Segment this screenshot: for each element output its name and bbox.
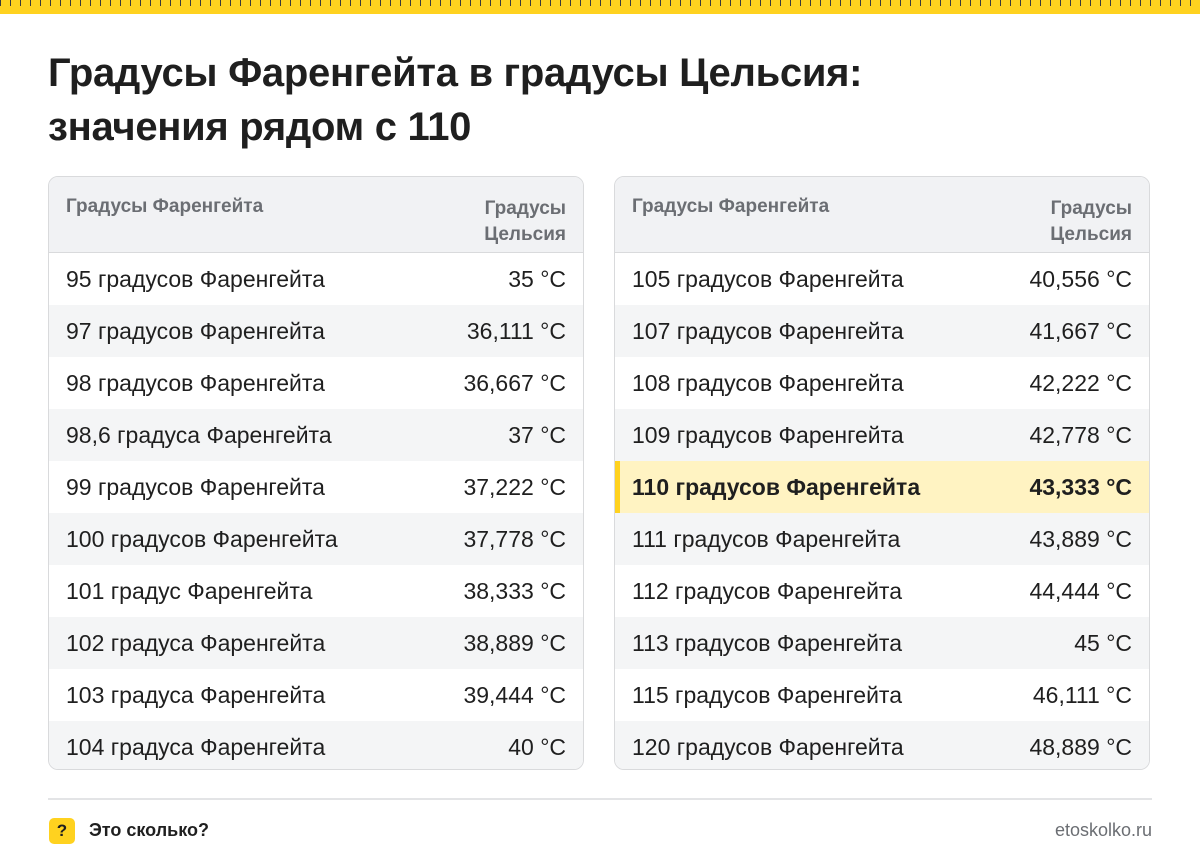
- left-table: Градусы Фаренгейта Градусы Цельсия 95 гр…: [48, 176, 584, 770]
- table-row: 108 градусов Фаренгейта 42,222 °C: [615, 357, 1149, 409]
- table-row: 105 градусов Фаренгейта 40,556 °C: [615, 253, 1149, 305]
- celsius-cell: 36,111 °C: [466, 318, 566, 344]
- table-row: 109 градусов Фаренгейта 42,778 °C: [615, 409, 1149, 461]
- table-row: 98 градусов Фаренгейта 36,667 °C: [49, 357, 583, 409]
- table-row: 99 градусов Фаренгейта 37,222 °C: [49, 461, 583, 513]
- table-row: 98,6 градуса Фаренгейта 37 °C: [49, 409, 583, 461]
- fahrenheit-cell: 98 градусов Фаренгейта: [66, 370, 325, 396]
- table-row: 113 градусов Фаренгейта 45 °C: [615, 617, 1149, 669]
- celsius-cell: 48,889 °C: [1029, 734, 1132, 760]
- header-celsius: Градусы Цельсия: [484, 198, 566, 245]
- page-title-line1: Градусы Фаренгейта в градусы Цельсия:: [48, 51, 863, 95]
- table-row: 115 градусов Фаренгейта 46,111 °C: [615, 669, 1149, 721]
- table-header: Градусы Фаренгейта Градусы Цельсия: [49, 177, 583, 253]
- fahrenheit-cell: 104 градуса Фаренгейта: [66, 734, 326, 760]
- fahrenheit-cell: 97 градусов Фаренгейта: [66, 318, 325, 344]
- fahrenheit-cell: 113 градусов Фаренгейта: [632, 630, 903, 656]
- celsius-cell: 43,333 °C: [1029, 474, 1132, 500]
- table-body: 95 градусов Фаренгейта 35 °C 97 градусов Ф…: [49, 253, 583, 769]
- fahrenheit-cell: 107 градусов Фаренгейта: [632, 318, 904, 344]
- brand-name: Это сколько?: [89, 820, 209, 840]
- question-badge-icon: ?: [49, 818, 75, 844]
- page-title-line2: значения рядом с 110: [48, 105, 472, 149]
- fahrenheit-cell: 95 градусов Фаренгейта: [66, 266, 325, 292]
- table-row: 102 градуса Фаренгейта 38,889 °C: [49, 617, 583, 669]
- table-row: 107 градусов Фаренгейта 41,667 °C: [615, 305, 1149, 357]
- celsius-cell: 38,889 °C: [463, 630, 566, 656]
- table-row: 112 градусов Фаренгейта 44,444 °C: [615, 565, 1149, 617]
- table-row: 103 градуса Фаренгейта 39,444 °C: [49, 669, 583, 721]
- fahrenheit-cell: 120 градусов Фаренгейта: [632, 734, 904, 760]
- celsius-cell: 37,222 °C: [463, 474, 566, 500]
- header-celsius: Градусы Цельсия: [1050, 198, 1132, 245]
- right-table: Градусы Фаренгейта Градусы Цельсия 105 г…: [614, 176, 1150, 770]
- fahrenheit-cell: 111 градусов Фаренгейта: [632, 526, 901, 552]
- celsius-cell: 46,111 °C: [1032, 682, 1132, 708]
- table-row: 97 градусов Фаренгейта 36,111 °C: [49, 305, 583, 357]
- table-row: 101 градус Фаренгейта 38,333 °C: [49, 565, 583, 617]
- celsius-cell: 37,778 °C: [463, 526, 566, 552]
- table-row: 95 градусов Фаренгейта 35 °C: [49, 253, 583, 305]
- celsius-cell: 38,333 °C: [463, 578, 566, 604]
- celsius-cell: 43,889 °C: [1029, 526, 1132, 552]
- table-row: 120 градусов Фаренгейта 48,889 °C: [615, 721, 1149, 769]
- table-row: 104 градуса Фаренгейта 40 °C: [49, 721, 583, 769]
- table-row-highlighted: 110 градусов Фаренгейта 43,333 °C: [615, 461, 1149, 513]
- fahrenheit-cell: 115 градусов Фаренгейта: [632, 682, 903, 708]
- fahrenheit-cell: 109 градусов Фаренгейта: [632, 422, 904, 448]
- footer-divider: [48, 798, 1152, 800]
- celsius-cell: 37 °C: [508, 422, 566, 448]
- page-title: Градусы Фаренгейта в градусы Цельсия: зн…: [48, 46, 1148, 154]
- celsius-cell: 42,778 °C: [1029, 422, 1132, 448]
- celsius-cell: 39,444 °C: [463, 682, 566, 708]
- table-row: 100 градусов Фаренгейта 37,778 °C: [49, 513, 583, 565]
- fahrenheit-cell: 99 градусов Фаренгейта: [66, 474, 325, 500]
- fahrenheit-cell: 108 градусов Фаренгейта: [632, 370, 904, 396]
- ruler-strip: [0, 0, 1200, 14]
- celsius-cell: 35 °C: [508, 266, 566, 292]
- celsius-cell: 45 °C: [1074, 630, 1132, 656]
- header-fahrenheit: Градусы Фаренгейта: [632, 196, 830, 217]
- site-url[interactable]: etoskolko.ru: [1054, 820, 1152, 840]
- fahrenheit-cell: 101 градус Фаренгейта: [66, 578, 313, 604]
- fahrenheit-cell: 102 градуса Фаренгейта: [66, 630, 326, 656]
- celsius-cell: 41,667 °C: [1029, 318, 1132, 344]
- table-header: Градусы Фаренгейта Градусы Цельсия: [615, 177, 1149, 253]
- table-row: 111 градусов Фаренгейта 43,889 °C: [615, 513, 1149, 565]
- celsius-cell: 42,222 °C: [1029, 370, 1132, 396]
- table-body: 105 градусов Фаренгейта 40,556 °C 107 град…: [615, 253, 1149, 769]
- fahrenheit-cell: 103 градуса Фаренгейта: [66, 682, 326, 708]
- celsius-cell: 44,444 °C: [1029, 578, 1132, 604]
- celsius-cell: 36,667 °C: [463, 370, 566, 396]
- celsius-cell: 40,556 °C: [1029, 266, 1132, 292]
- header-fahrenheit: Градусы Фаренгейта: [66, 196, 264, 217]
- fahrenheit-cell: 112 градусов Фаренгейта: [632, 578, 903, 604]
- fahrenheit-cell: 105 градусов Фаренгейта: [632, 266, 904, 292]
- fahrenheit-cell: 110 градусов Фаренгейта: [632, 474, 921, 500]
- celsius-cell: 40 °C: [508, 734, 566, 760]
- fahrenheit-cell: 100 градусов Фаренгейта: [66, 526, 338, 552]
- fahrenheit-cell: 98,6 градуса Фаренгейта: [66, 422, 332, 448]
